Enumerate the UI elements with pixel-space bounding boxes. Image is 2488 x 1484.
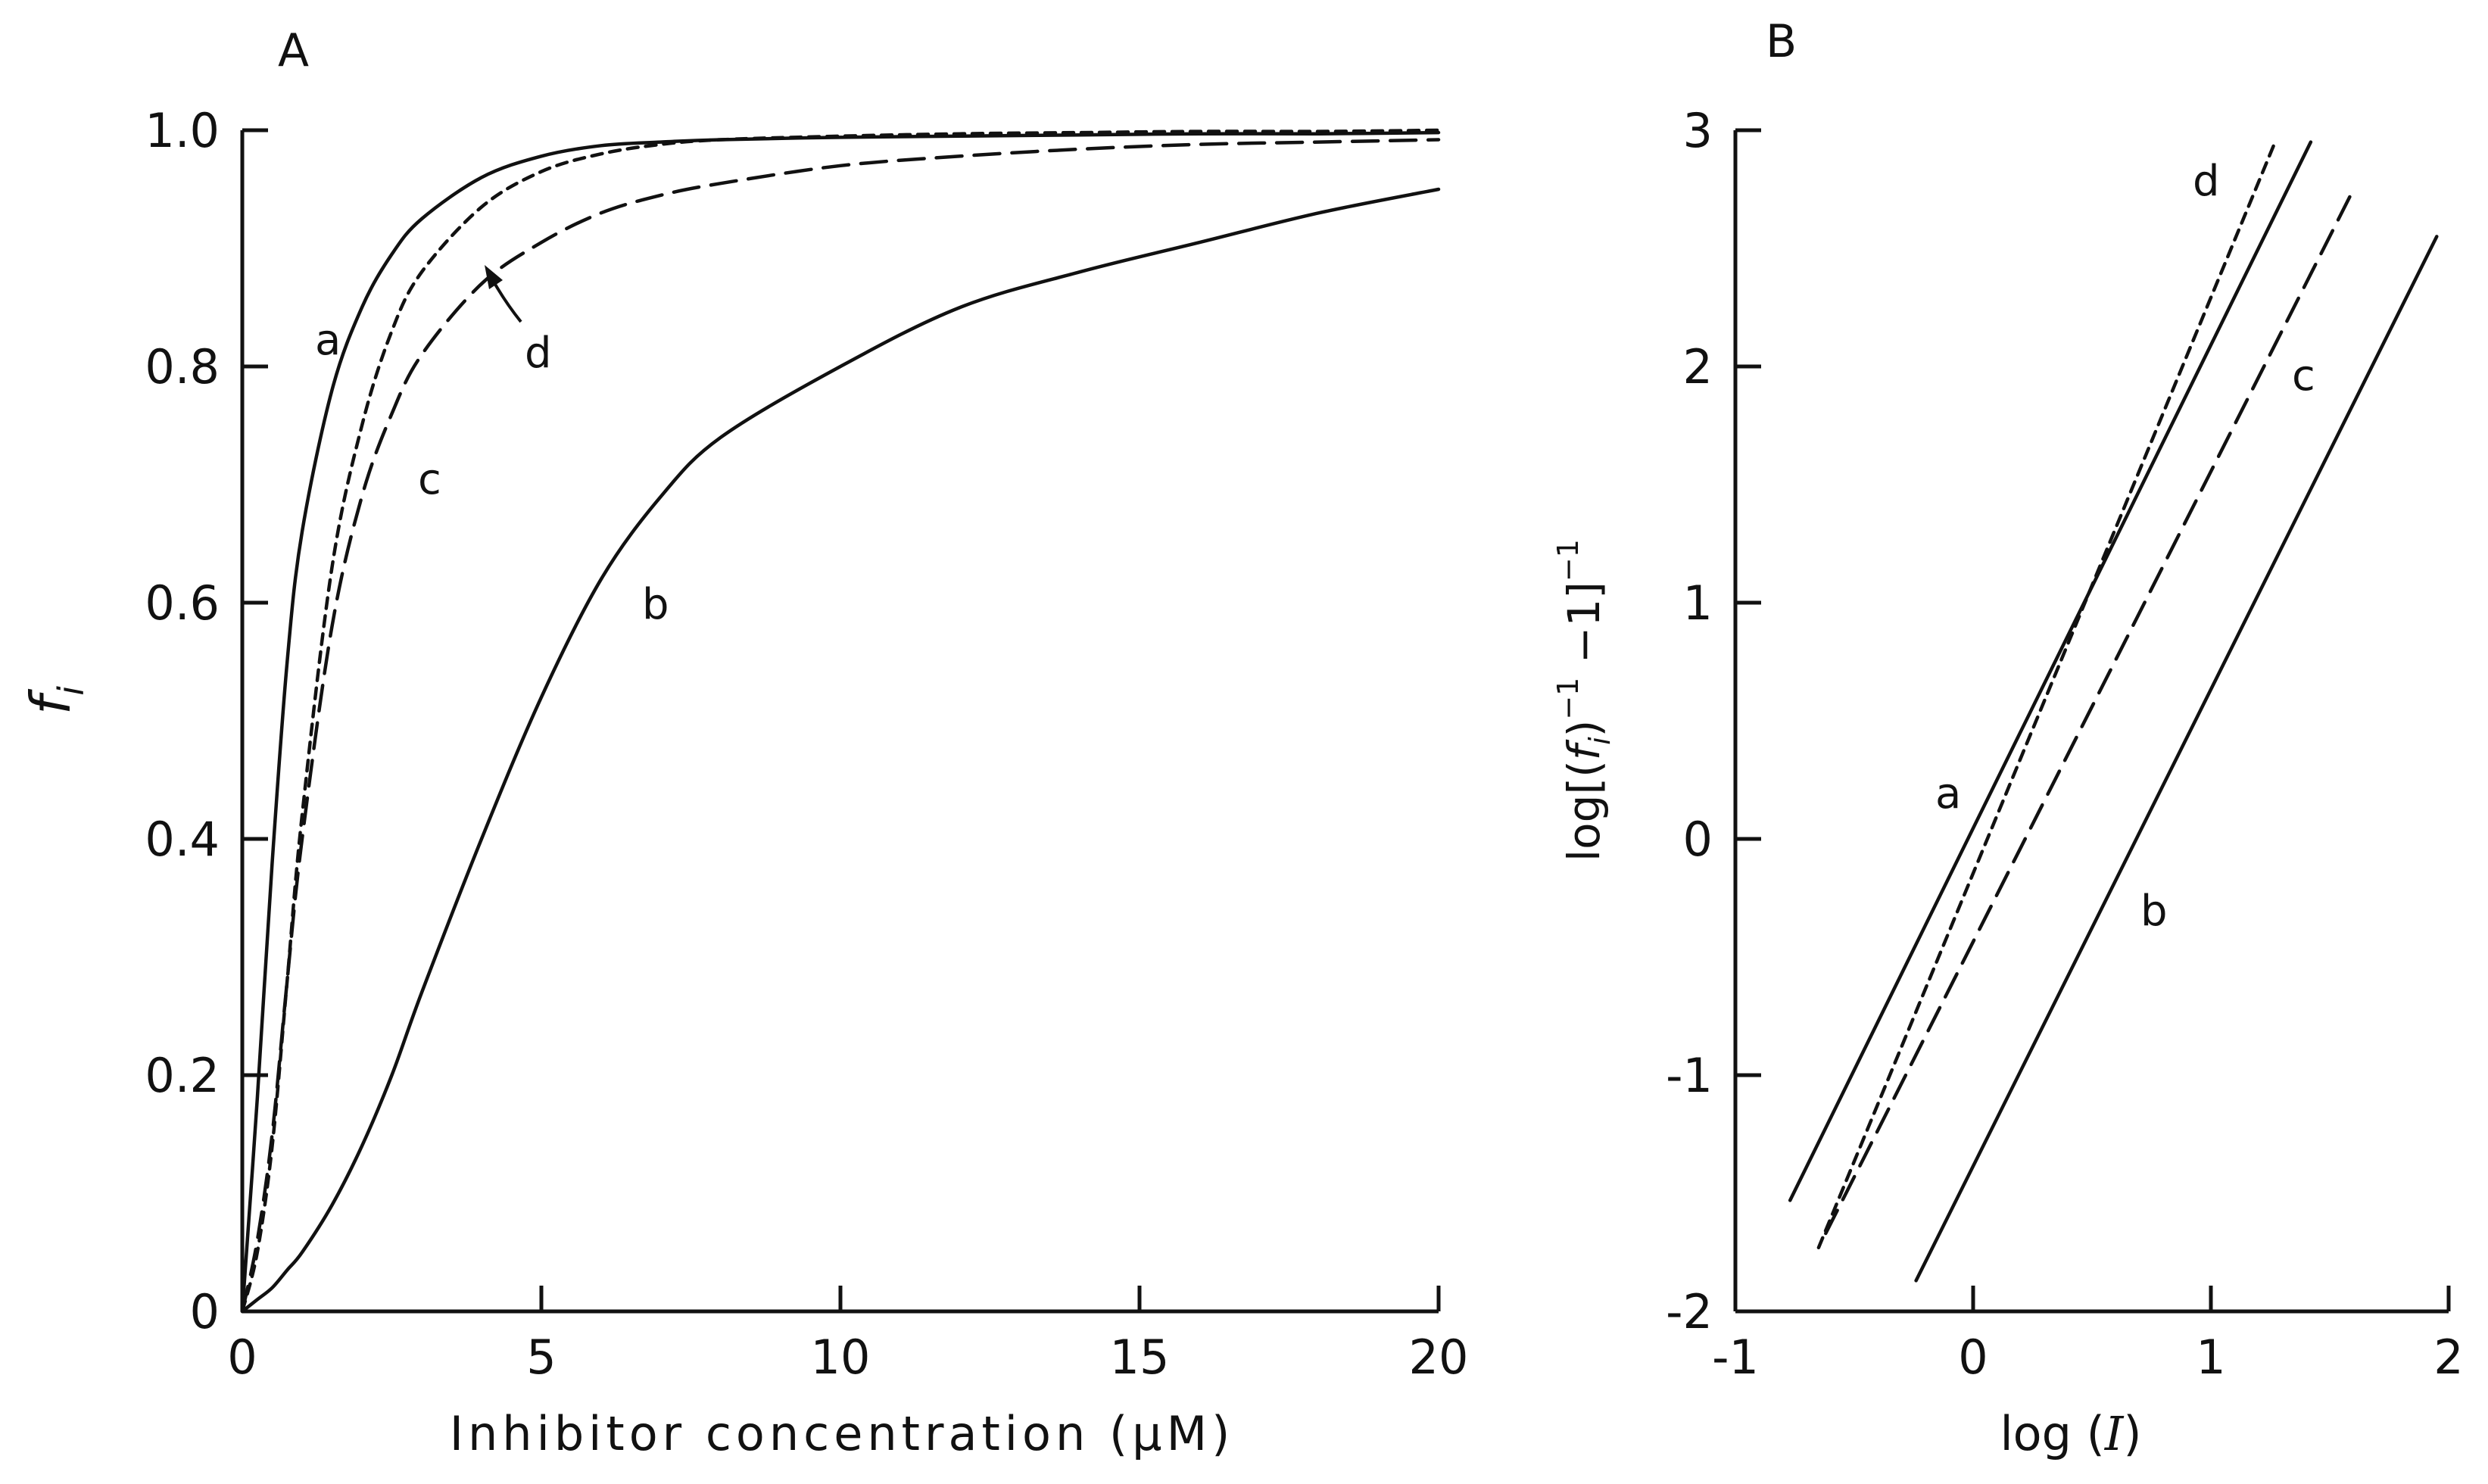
- panel-a-y-tick-label: 0.8: [145, 339, 220, 394]
- panel-b-x-ticks: -1 0 1 2: [1712, 1286, 2464, 1385]
- panel-b-y-ticks: -2 -1 0 1 2 3: [1666, 103, 1761, 1339]
- panel-b-y-tick-label: 3: [1683, 103, 1713, 158]
- panel-a: A 0 5 10 15 20 0 0.2 0.4 0.6 0.8 1.0 Inhibitor co…: [19, 24, 1468, 1461]
- panel-a-letter: A: [278, 24, 309, 77]
- panel-a-x-tick-label: 0: [227, 1330, 257, 1385]
- panel-a-x-tick-label: 5: [526, 1330, 556, 1385]
- panel-b-y-tick-label: 2: [1683, 339, 1713, 394]
- panel-b-y-axis-title: log[(fi)−1 −1]−1: [1551, 539, 1617, 862]
- panel-b-x-tick-label: 2: [2433, 1330, 2463, 1385]
- panel-b-label-d: d: [2193, 157, 2220, 206]
- panel-b-x-tick-label: -1: [1712, 1330, 1759, 1385]
- panel-b-y-tick-label: -2: [1666, 1284, 1713, 1339]
- panel-a-x-tick-label: 10: [811, 1330, 871, 1385]
- panel-a-x-axis-title: Inhibitor concentration (μM): [450, 1406, 1235, 1461]
- panel-b-y-tick-label: 1: [1683, 575, 1713, 631]
- panel-a-y-tick-label: 1.0: [145, 103, 220, 158]
- panel-a-label-d-pointer: [492, 281, 522, 323]
- panel-a-y-ticks: 0 0.2 0.4 0.6 0.8 1.0: [145, 103, 268, 1339]
- panel-b-curve-a: [1788, 140, 2313, 1202]
- panel-b-y-tick-label: 0: [1683, 812, 1713, 867]
- panel-a-y-tick-label: 0.2: [145, 1048, 220, 1103]
- panel-b-y-axis-title-text: log[(fi)−1 −1]−1: [1551, 539, 1617, 862]
- panel-a-y-tick-label: 0.4: [145, 812, 220, 867]
- panel-a-curve-a: [240, 130, 1441, 1314]
- panel-a-curve-c: [240, 138, 1441, 1314]
- panel-a-y-tick-label: 0: [190, 1284, 220, 1339]
- panel-b-curves: [1788, 140, 2439, 1283]
- panel-a-x-tick-label: 15: [1110, 1330, 1170, 1385]
- panel-b-label-b: b: [2140, 887, 2168, 936]
- panel-a-label-c: c: [418, 455, 441, 504]
- panel-b-letter: B: [1766, 15, 1797, 68]
- panel-a-label-a: a: [315, 316, 341, 365]
- panel-a-curve-d: [240, 128, 1441, 1314]
- panel-b-label-a: a: [1935, 769, 1961, 818]
- panel-b-x-axis-title: log (I): [2000, 1406, 2141, 1461]
- panel-b-curve-d: [1816, 140, 2278, 1250]
- panel-a-y-tick-label: 0.6: [145, 575, 220, 631]
- panel-b-curve-c: [1824, 192, 2353, 1236]
- panel-a-label-d-arrowhead: [485, 265, 503, 289]
- panel-a-curve-b: [240, 187, 1441, 1314]
- panel-b-curve-b: [1914, 235, 2439, 1283]
- panel-a-curves: [240, 128, 1441, 1314]
- panel-a-y-axis-title: fi: [19, 686, 92, 715]
- panel-a-x-ticks: 0 5 10 15 20: [227, 1286, 1468, 1385]
- panel-a-x-tick-label: 20: [1409, 1330, 1469, 1385]
- panel-b-label-c: c: [2292, 351, 2315, 401]
- panel-b-x-tick-label: 1: [2196, 1330, 2225, 1385]
- panel-b-x-tick-label: 0: [1958, 1330, 1988, 1385]
- panel-b-x-axis-title-text: log (I): [2000, 1406, 2141, 1461]
- panel-b-y-tick-label: -1: [1666, 1048, 1713, 1103]
- panel-a-label-d: d: [525, 329, 552, 378]
- panel-a-y-axis-title-text: fi: [19, 686, 92, 715]
- panel-a-label-b: b: [642, 580, 669, 629]
